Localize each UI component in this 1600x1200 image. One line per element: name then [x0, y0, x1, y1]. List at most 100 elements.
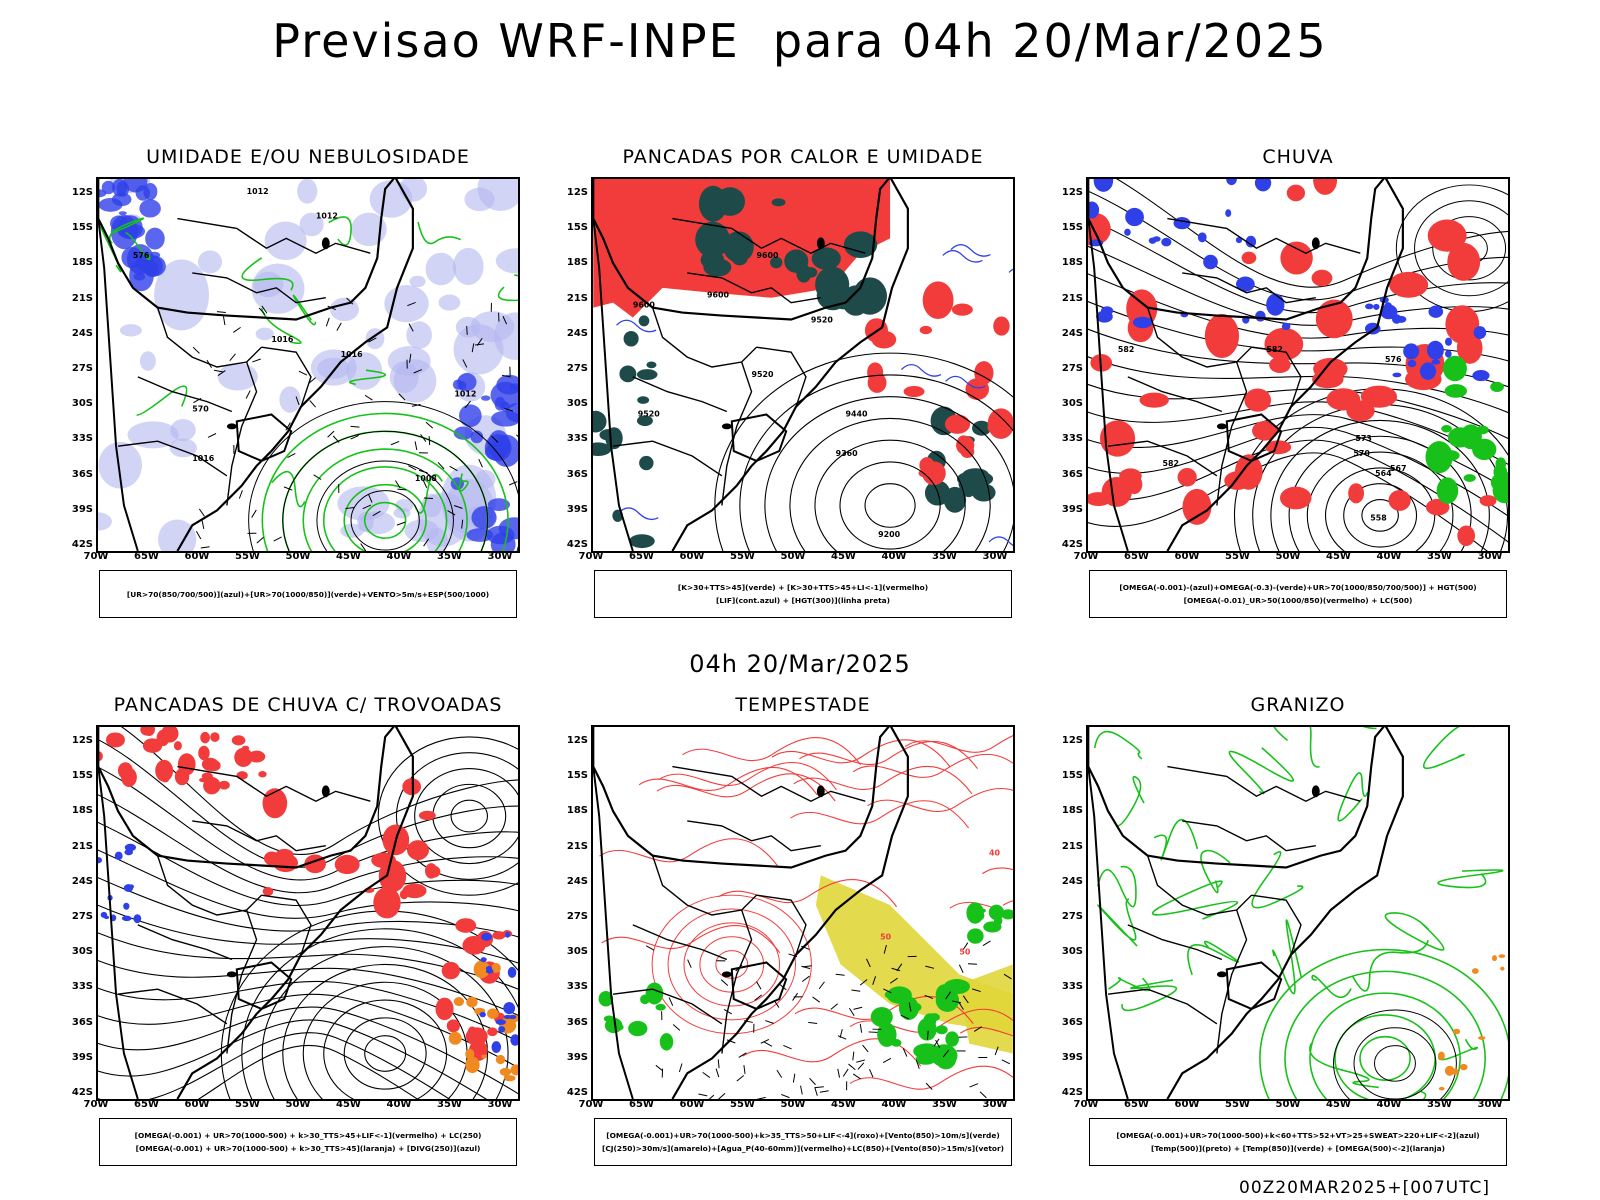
humidity-area: [279, 386, 301, 413]
country-border: [1216, 361, 1248, 506]
coastline: [593, 179, 909, 551]
rain-area: [1280, 241, 1313, 275]
wind-vector: [889, 977, 898, 984]
wind-vector: [327, 430, 335, 438]
lon-tick-label: 55W: [1225, 1099, 1250, 1110]
thunderstorm-area: [173, 741, 182, 751]
wind-vector: [350, 434, 359, 440]
contour-label: 567: [1390, 464, 1407, 473]
thunderstorm-area: [334, 854, 360, 875]
wind-vector: [502, 315, 508, 325]
legend-box: [OMEGA(-0.001)+UR>70(1000-500)+k<60+TTS>…: [1089, 1118, 1507, 1166]
streamline-850: [656, 773, 836, 802]
wind-vector: [756, 1096, 766, 1099]
wind-area: [967, 928, 984, 944]
wind-vector: [672, 1024, 681, 1031]
wind-vector: [853, 1006, 863, 1010]
omega-area: [1419, 362, 1437, 380]
lon-tick-label: 50W: [285, 551, 311, 562]
coastline-west: [98, 766, 139, 1099]
instability-area: [510, 1064, 518, 1076]
omega-area: [1365, 303, 1374, 310]
map-frame: 9600 9600 9600 9520 9520 9520 9440 9360 9200: [591, 177, 1015, 553]
lat-tick-label: 33S: [566, 433, 588, 445]
thunderstorm-area: [258, 771, 267, 778]
omega-area: [1459, 1063, 1468, 1071]
moisture-contour: [348, 369, 387, 386]
lake: [1216, 423, 1227, 430]
streamline-850: [849, 1065, 1013, 1090]
lat-tick-label: 15S: [1061, 222, 1083, 234]
lat-tick-label: 12S: [1061, 735, 1083, 746]
legend-box: [OMEGA(-0.001)-(azul)+OMEGA(-0.3)-(verde…: [1089, 570, 1507, 618]
wind-vector: [925, 965, 935, 969]
humidity-area: [495, 248, 518, 274]
omega-area: [1161, 237, 1172, 247]
country-border: [672, 217, 866, 254]
omega-area: [1478, 1036, 1486, 1040]
humidity-core: [484, 443, 506, 461]
lon-tick-label: 35W: [437, 1099, 462, 1110]
lon-tick-label: 65W: [1124, 551, 1149, 562]
moisture-contour: [417, 221, 462, 245]
lat-tick-label: 27S: [71, 911, 93, 922]
lon-tick-label: 65W: [1124, 1099, 1149, 1110]
lat-tick-label: 21S: [566, 840, 588, 852]
wind-vector: [969, 1083, 979, 1088]
country-border: [612, 440, 723, 477]
wind-vector: [945, 991, 952, 1000]
thunderstorm-area: [435, 997, 454, 1021]
streamline: [98, 821, 518, 906]
streamline: [343, 1017, 427, 1090]
lon-tick-label: 65W: [629, 551, 654, 562]
wind-vector: [283, 486, 293, 491]
streamline: [98, 1019, 487, 1099]
divergence-area: [481, 932, 493, 941]
lon-tick-label: 35W: [932, 551, 957, 562]
lon-tick-label: 50W: [1275, 551, 1301, 562]
wind-area: [904, 1001, 922, 1013]
country-border: [1146, 855, 1252, 916]
wind-area: [891, 1038, 902, 1047]
contour-label: 573: [1355, 434, 1372, 443]
moisture-contour: [497, 274, 518, 302]
legend-line: [UR>70(850/700/500)](azul)+[UR>70(1000/8…: [126, 589, 490, 599]
legend-line: [OMEGA(-0.001)+UR>70(1000-500)+k<60+TTS>…: [1116, 1131, 1480, 1140]
country-border: [756, 894, 807, 955]
wind-vector: [364, 394, 373, 401]
streamline: [98, 1006, 518, 1095]
wind-area: [1001, 909, 1013, 920]
humidity-area: [493, 312, 518, 360]
omega-area: [1093, 179, 1114, 192]
rain-area: [1139, 392, 1169, 408]
humidity-area: [217, 363, 258, 391]
humidity-core: [487, 498, 510, 512]
wind-vector: [809, 1077, 816, 1086]
rain-area: [1099, 420, 1136, 457]
instability-area: [951, 303, 973, 316]
country-border: [730, 961, 788, 1011]
wind-vector: [409, 353, 412, 363]
humidity-area: [387, 346, 431, 376]
coastline-west: [593, 766, 634, 1099]
pressure-isobar: [248, 401, 518, 551]
rain-area: [1346, 400, 1375, 422]
contour-label: 1016: [341, 350, 364, 359]
omega-area: [1407, 359, 1417, 368]
wind-vector: [418, 469, 428, 474]
omega-area: [1225, 209, 1232, 217]
contour-label: 9520: [638, 409, 661, 418]
wind-vector: [447, 510, 456, 516]
lon-tick-label: 55W: [235, 551, 260, 562]
wind-vector: [428, 436, 431, 446]
wind-vector: [852, 1051, 855, 1061]
thunderstorm-area: [177, 753, 196, 776]
lat-tick-label: 39S: [566, 503, 588, 515]
instability-area: [487, 1008, 499, 1019]
wind-vector: [891, 967, 901, 972]
lon-tick-label: 70W: [83, 551, 109, 562]
instability-area: [473, 960, 490, 979]
lon-tick-label: 30W: [982, 1099, 1008, 1110]
wind-vector: [872, 976, 877, 985]
panel-title: UMIDADE E/OU NEBULOSIDADE: [146, 146, 470, 168]
